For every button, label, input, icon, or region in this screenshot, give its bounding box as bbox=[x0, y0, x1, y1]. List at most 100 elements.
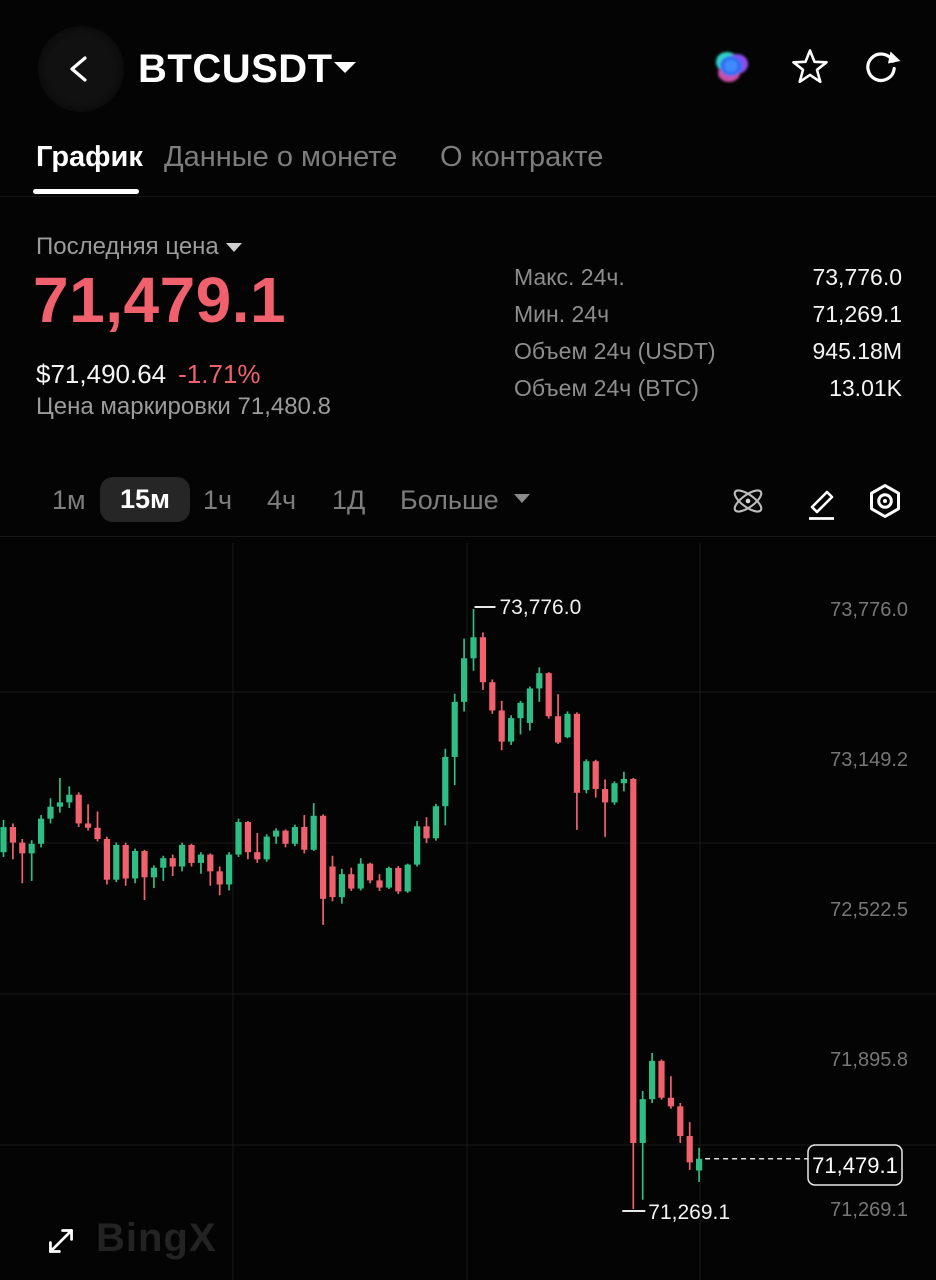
expand-chart-icon[interactable] bbox=[42, 1222, 80, 1260]
candle-body bbox=[122, 844, 129, 879]
candle-body bbox=[357, 863, 364, 889]
timeframe-1m[interactable]: 1м bbox=[52, 485, 86, 515]
y-axis-label: 73,776.0 bbox=[830, 599, 908, 621]
candle-body bbox=[38, 818, 45, 844]
candle-body bbox=[696, 1158, 703, 1171]
candle-body bbox=[75, 794, 82, 824]
candle-body bbox=[66, 794, 73, 803]
candle-body bbox=[301, 827, 308, 850]
candle-body bbox=[207, 854, 214, 872]
tab-contract-info[interactable]: О контракте bbox=[440, 141, 604, 173]
timeframe-more-button[interactable]: Больше bbox=[400, 485, 499, 515]
candle-body bbox=[555, 716, 562, 743]
chart-settings-icon[interactable] bbox=[865, 481, 905, 521]
candle-body bbox=[545, 673, 552, 717]
candle-body bbox=[320, 815, 327, 899]
refresh-icon[interactable] bbox=[861, 48, 901, 88]
candle-body bbox=[56, 802, 63, 807]
tab-coin-data[interactable]: Данные о монете bbox=[164, 141, 398, 173]
candle-body bbox=[85, 823, 92, 828]
candle-body bbox=[611, 783, 618, 803]
bingx-watermark: BingX bbox=[96, 1216, 217, 1260]
candle-body bbox=[197, 854, 204, 863]
tabs-divider bbox=[0, 196, 936, 197]
chevron-left-icon bbox=[70, 56, 87, 82]
candle-body bbox=[141, 850, 148, 878]
symbol-title[interactable]: BTCUSDT bbox=[138, 47, 333, 91]
timeframe-4h[interactable]: 4ч bbox=[267, 485, 297, 515]
current-price-badge[interactable] bbox=[807, 1144, 903, 1186]
timeframe-15m[interactable]: 15м bbox=[100, 477, 191, 522]
candle-body bbox=[282, 830, 289, 844]
candle-body bbox=[103, 839, 110, 880]
candle-body bbox=[573, 713, 580, 793]
candle-body bbox=[414, 826, 421, 865]
candle-body bbox=[432, 806, 439, 839]
candle-body bbox=[498, 710, 505, 742]
candle-body bbox=[338, 874, 345, 898]
candle-body bbox=[442, 756, 449, 807]
candle-body bbox=[132, 850, 139, 879]
more-caret-icon[interactable] bbox=[514, 494, 530, 503]
candle-body bbox=[169, 858, 176, 867]
tab-chart[interactable]: График bbox=[36, 141, 143, 173]
high-label: 73,776.0 bbox=[500, 596, 582, 619]
candle-body bbox=[677, 1106, 684, 1137]
candle-body bbox=[489, 682, 496, 711]
stat-low-24h: Мин. 24ч 71,269.1 bbox=[514, 301, 902, 327]
candlestick-chart[interactable]: 73,776.0 73,149.2 72,522.5 71,895.8 71,269.1… bbox=[0, 543, 936, 1280]
candle-body bbox=[179, 844, 186, 867]
y-axis-label: 71,895.8 bbox=[830, 1049, 908, 1071]
draw-pencil-icon[interactable] bbox=[800, 479, 842, 521]
active-tab-indicator bbox=[33, 189, 139, 194]
candle-body bbox=[667, 1097, 674, 1107]
symbol-dropdown-caret-icon[interactable] bbox=[334, 62, 356, 73]
candle-body bbox=[216, 871, 223, 885]
stats-panel: Макс. 24ч. 73,776.0 Мин. 24ч 71,269.1 Об… bbox=[514, 259, 902, 407]
stat-high-24h: Макс. 24ч. 73,776.0 bbox=[514, 264, 902, 290]
candle-body bbox=[310, 815, 317, 850]
ai-assistant-icon[interactable] bbox=[712, 48, 752, 88]
current-price-label: 71,479.1 bbox=[812, 1153, 898, 1178]
candle-body bbox=[517, 702, 524, 719]
candle-body bbox=[273, 830, 280, 837]
favorite-star-icon[interactable] bbox=[791, 48, 831, 88]
change-24h: -1.71% bbox=[178, 359, 261, 389]
stat-volume-usdt: Объем 24ч (USDT) 945.18M bbox=[514, 338, 902, 364]
candle-body bbox=[526, 688, 533, 723]
candle-body bbox=[19, 842, 26, 854]
candle-body bbox=[9, 827, 16, 843]
usd-price: $71,490.64 bbox=[36, 359, 167, 389]
candle-body bbox=[0, 827, 7, 853]
candle-body bbox=[385, 867, 392, 888]
timeframe-1h[interactable]: 1ч bbox=[203, 485, 233, 515]
price-type-caret-icon[interactable] bbox=[226, 243, 242, 252]
y-axis-label: 73,149.2 bbox=[830, 749, 908, 771]
candle-body bbox=[686, 1136, 693, 1163]
candle-body bbox=[348, 874, 355, 889]
candle-body bbox=[639, 1099, 646, 1143]
candle-body bbox=[564, 713, 571, 738]
candle-body bbox=[461, 658, 468, 702]
candle-body bbox=[113, 844, 120, 880]
timeframe-1d[interactable]: 1Д bbox=[332, 485, 366, 515]
candle-body bbox=[508, 718, 515, 742]
candle-body bbox=[395, 867, 402, 892]
candle-body bbox=[160, 858, 167, 868]
candle-body bbox=[620, 778, 627, 784]
chart-top-divider bbox=[0, 536, 936, 537]
candle-body bbox=[536, 673, 543, 689]
candle-body bbox=[291, 827, 298, 844]
back-button[interactable] bbox=[38, 26, 124, 112]
indicators-atom-icon[interactable] bbox=[728, 481, 768, 521]
candle-body bbox=[630, 778, 637, 1143]
candle-body bbox=[263, 836, 270, 860]
candle-body bbox=[235, 822, 242, 855]
y-axis-label: 71,269.1 bbox=[830, 1199, 908, 1221]
candle-body bbox=[329, 866, 336, 898]
candle-body bbox=[226, 854, 233, 885]
mark-price: Цена маркировки 71,480.8 bbox=[36, 393, 331, 420]
candle-body bbox=[367, 863, 374, 881]
price-type-selector[interactable]: Последняя цена bbox=[36, 233, 219, 260]
